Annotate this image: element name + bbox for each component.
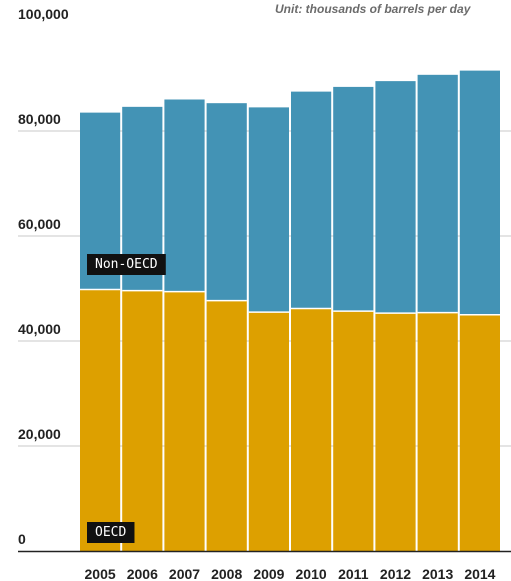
bar-oecd-2008 (206, 300, 247, 551)
x-tick-label: 2012 (380, 566, 411, 581)
x-tick-label: 2014 (464, 566, 495, 581)
y-tick-label: 80,000 (18, 111, 61, 127)
bars (80, 70, 500, 551)
y-tick-label: 100,000 (18, 6, 69, 22)
x-tick-label: 2009 (253, 566, 284, 581)
bar-non-oecd-2007 (164, 99, 205, 292)
bar-oecd-2007 (164, 291, 205, 551)
bar-non-oecd-2014 (459, 70, 500, 315)
x-tick-label: 2013 (422, 566, 453, 581)
series-label-box (87, 522, 135, 543)
bar-non-oecd-2012 (375, 81, 416, 314)
y-tick-label: 40,000 (18, 321, 61, 337)
x-tick-label: 2010 (296, 566, 327, 581)
y-tick-label: 0 (18, 531, 26, 547)
bar-oecd-2012 (375, 313, 416, 551)
series-label-text: OECD (95, 525, 126, 540)
series-label-text: Non-OECD (95, 257, 158, 272)
bar-oecd-2006 (122, 290, 163, 551)
series-label-non-oecd: Non-OECD (87, 254, 166, 275)
x-tick-label: 2008 (211, 566, 242, 581)
unit-note: Unit: thousands of barrels per day (275, 2, 472, 16)
bar-oecd-2014 (459, 314, 500, 551)
series-label-oecd: OECD (87, 522, 135, 543)
bar-oecd-2009 (248, 312, 289, 551)
bar-oecd-2010 (291, 308, 332, 551)
bar-oecd-2011 (333, 311, 374, 551)
x-tick-label: 2006 (127, 566, 158, 581)
labels: 0 20,000 40,000 60,000 80,000 100,000 2005 2006… (18, 6, 496, 581)
bar-non-oecd-2010 (291, 91, 332, 309)
bar-non-oecd-2011 (333, 86, 374, 312)
x-tick-label: 2007 (169, 566, 200, 581)
bar-non-oecd-2008 (206, 103, 247, 301)
x-tick-label: 2005 (85, 566, 116, 581)
series-label-box (87, 254, 166, 275)
bar-oecd-2005 (80, 289, 121, 551)
bar-oecd-2013 (417, 312, 458, 551)
x-tick-label: 2011 (338, 566, 369, 581)
y-tick-label: 60,000 (18, 216, 61, 232)
y-tick-label: 20,000 (18, 426, 61, 442)
bar-non-oecd-2013 (417, 74, 458, 313)
bar-non-oecd-2009 (248, 107, 289, 313)
